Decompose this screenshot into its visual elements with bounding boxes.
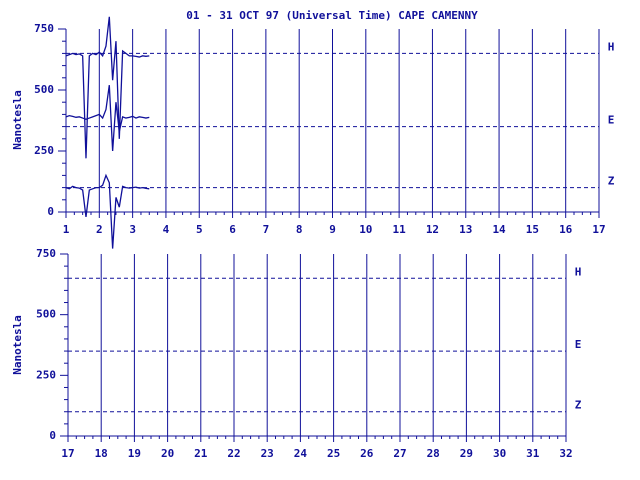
x-tick-label: 31 (526, 447, 540, 460)
y-tick-label: 750 (34, 22, 54, 35)
y-tick-label: 500 (34, 83, 54, 96)
x-tick-label: 10 (359, 223, 372, 236)
baseline-label: Z (608, 175, 615, 188)
x-tick-label: 18 (95, 447, 108, 460)
x-tick-label: 5 (196, 223, 203, 236)
baseline-label: E (575, 338, 582, 351)
x-tick-label: 6 (229, 223, 236, 236)
x-tick-label: 32 (559, 447, 572, 460)
x-tick-label: 3 (129, 223, 136, 236)
x-tick-label: 29 (460, 447, 473, 460)
baseline-label: Z (575, 399, 582, 412)
x-tick-label: 2 (96, 223, 103, 236)
x-tick-label: 8 (296, 223, 303, 236)
x-tick-label: 16 (559, 223, 573, 236)
x-tick-label: 27 (393, 447, 406, 460)
baseline-label: H (608, 40, 615, 53)
x-tick-label: 22 (227, 447, 240, 460)
x-tick-label: 1 (63, 223, 70, 236)
x-tick-label: 12 (426, 223, 439, 236)
x-tick-label: 17 (592, 223, 605, 236)
x-tick-label: 23 (261, 447, 274, 460)
x-tick-label: 26 (360, 447, 374, 460)
x-tick-label: 13 (459, 223, 472, 236)
y-axis-label: Nanotesla (11, 90, 24, 150)
trace (65, 173, 150, 249)
trace (65, 16, 150, 159)
x-tick-label: 25 (327, 447, 340, 460)
x-tick-label: 11 (393, 223, 407, 236)
x-tick-label: 20 (161, 447, 174, 460)
baseline-label: H (575, 265, 582, 278)
x-tick-label: 19 (128, 447, 141, 460)
y-tick-label: 250 (34, 144, 54, 157)
x-tick-label: 9 (329, 223, 336, 236)
baseline-label: E (608, 114, 615, 127)
trace (65, 85, 150, 152)
x-tick-label: 15 (526, 223, 539, 236)
x-tick-label: 4 (163, 223, 170, 236)
y-tick-label: 750 (36, 247, 56, 260)
x-tick-label: 24 (294, 447, 308, 460)
y-tick-label: 0 (49, 429, 56, 442)
y-tick-label: 0 (47, 205, 54, 218)
y-axis-label: Nanotesla (11, 315, 24, 375)
chart-title: 01 - 31 OCT 97 (Universal Time) CAPE CAM… (186, 9, 478, 22)
x-tick-label: 30 (493, 447, 506, 460)
x-tick-label: 21 (194, 447, 208, 460)
y-tick-label: 250 (36, 368, 56, 381)
x-tick-label: 28 (427, 447, 440, 460)
y-tick-label: 500 (36, 308, 56, 321)
x-tick-label: 17 (61, 447, 74, 460)
x-tick-label: 7 (263, 223, 270, 236)
x-tick-label: 14 (492, 223, 506, 236)
